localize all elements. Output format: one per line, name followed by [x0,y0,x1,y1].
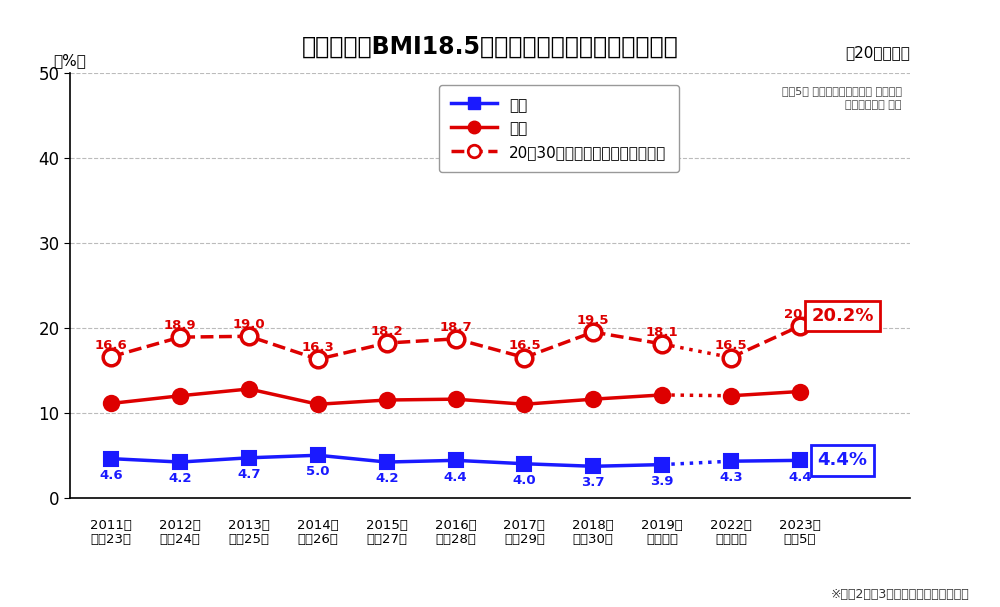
Text: 18.2: 18.2 [370,325,403,338]
Text: 平成28年: 平成28年 [435,534,476,546]
Text: 令和5年: 令和5年 [784,534,816,546]
Text: 2011年: 2011年 [90,519,132,532]
男性 [450,456,462,464]
20－30歳代女性のヤセの方の割合 [450,335,462,342]
Text: 平成25年: 平成25年 [229,534,270,546]
Text: 平成27年: 平成27年 [366,534,407,546]
Text: 5.0: 5.0 [306,466,330,478]
Text: 18.1: 18.1 [646,326,678,339]
女性 [174,392,186,399]
20－30歳代女性のヤセの方の割合 [656,341,668,348]
Title: ヤセの方（BMI18.5以下）の割合の男女別年次推移: ヤセの方（BMI18.5以下）の割合の男女別年次推移 [302,35,678,58]
Text: 令和元年: 令和元年 [646,534,678,546]
Text: 4.4%: 4.4% [818,452,868,469]
Text: 4.3: 4.3 [719,472,743,484]
Text: 平成29年: 平成29年 [504,534,545,546]
Text: 20.2: 20.2 [784,308,816,321]
女性 [105,400,117,407]
20－30歳代女性のヤセの方の割合 [381,339,393,347]
女性 [518,401,530,408]
男性 [656,461,668,468]
Text: 2022年: 2022年 [710,519,752,532]
女性 [381,396,393,404]
Text: 4.0: 4.0 [513,474,536,487]
男性 [312,452,324,459]
Text: 令和5年 国民健康・栄養調査 をもとに
母子栄養協会 作図: 令和5年 国民健康・栄養調査 をもとに 母子栄養協会 作図 [782,86,902,110]
Text: 2018年: 2018年 [572,519,614,532]
Text: 16.6: 16.6 [95,339,128,351]
Text: 3.7: 3.7 [582,476,605,489]
Text: 2015年: 2015年 [366,519,408,532]
Text: 令和４年: 令和４年 [715,534,747,546]
女性 [587,396,599,403]
女性 [450,396,462,403]
Legend: 男性, 女性, 20－30歳代女性のヤセの方の割合: 男性, 女性, 20－30歳代女性のヤセの方の割合 [439,85,679,172]
Text: 4.4: 4.4 [444,470,467,484]
Text: 20.2%: 20.2% [811,307,874,325]
Line: 女性: 女性 [104,381,670,412]
20－30歳代女性のヤセの方の割合 [312,356,324,363]
20－30歳代女性のヤセの方の割合 [243,333,255,340]
20－30歳代女性のヤセの方の割合 [105,353,117,361]
20－30歳代女性のヤセの方の割合 [174,333,186,341]
Text: （20歳以上）: （20歳以上） [845,45,910,60]
男性 [381,458,393,466]
Text: 4.2: 4.2 [375,472,398,485]
男性 [518,460,530,467]
Text: 19.5: 19.5 [577,314,610,327]
男性 [587,463,599,470]
Text: 平成30年: 平成30年 [573,534,614,546]
Text: 2014年: 2014年 [297,519,339,532]
Text: 4.6: 4.6 [99,469,123,482]
Text: 2012年: 2012年 [159,519,201,532]
Text: 2023年: 2023年 [779,519,821,532]
Text: 平成24年: 平成24年 [160,534,201,546]
男性 [105,455,117,463]
Text: 3.9: 3.9 [650,475,674,488]
Text: 19.0: 19.0 [233,318,265,331]
Text: 4.4: 4.4 [788,470,812,484]
Text: 2013年: 2013年 [228,519,270,532]
Text: 平成23年: 平成23年 [91,534,132,546]
Text: 18.9: 18.9 [164,319,196,332]
Line: 男性: 男性 [104,449,669,473]
Text: ※令和2年・3年はコロナ沼で調査なし: ※令和2年・3年はコロナ沼で調査なし [831,588,970,601]
Text: （%）: （%） [53,53,86,69]
Text: 2017年: 2017年 [503,519,545,532]
Text: 平成26年: 平成26年 [297,534,338,546]
Text: 4.7: 4.7 [237,468,261,481]
Text: 16.3: 16.3 [301,341,334,354]
女性 [243,385,255,393]
20－30歳代女性のヤセの方の割合 [518,354,530,361]
男性 [174,458,186,466]
Text: 2016年: 2016年 [435,519,476,532]
女性 [312,401,324,408]
Line: 20－30歳代女性のヤセの方の割合: 20－30歳代女性のヤセの方の割合 [103,324,670,368]
Text: 4.2: 4.2 [168,472,192,485]
Text: 18.7: 18.7 [439,320,472,334]
Text: 16.5: 16.5 [508,339,541,353]
20－30歳代女性のヤセの方の割合 [587,328,599,336]
Text: 16.5: 16.5 [715,339,747,353]
男性 [243,454,255,461]
Text: 2019年: 2019年 [641,519,683,532]
女性 [656,392,668,399]
